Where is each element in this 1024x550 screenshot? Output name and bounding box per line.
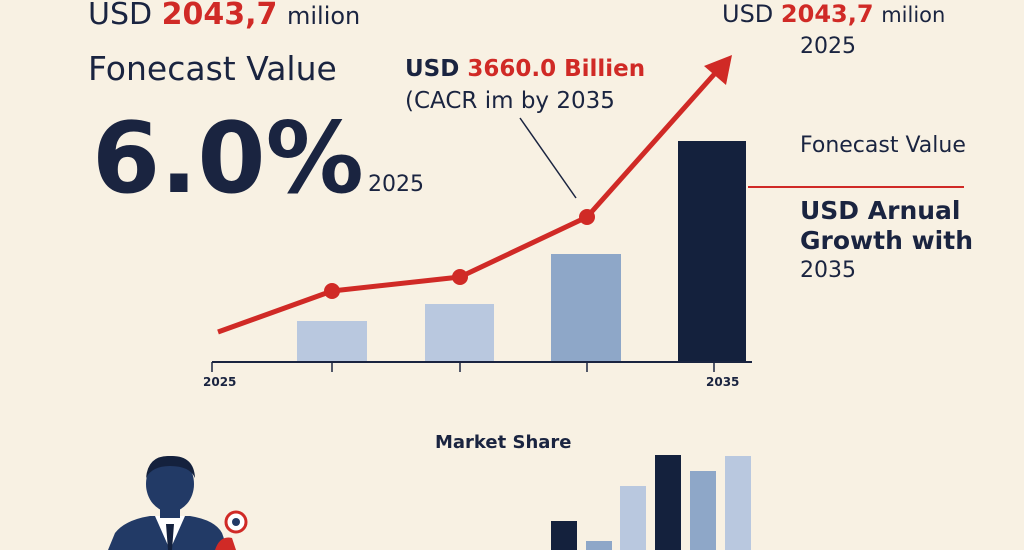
person-illustration bbox=[108, 455, 248, 550]
trend-point bbox=[324, 283, 340, 299]
share-bar bbox=[725, 456, 751, 550]
bar bbox=[678, 141, 746, 362]
share-bar bbox=[655, 455, 681, 550]
axis-start: 2025 bbox=[203, 375, 236, 389]
headline-prefix: USD bbox=[88, 0, 152, 32]
share-bar bbox=[551, 521, 577, 550]
headline: USD 2043,7 milion bbox=[88, 0, 360, 32]
headline-amount: 2043,7 bbox=[162, 0, 278, 32]
side-growth-year: 2035 bbox=[800, 258, 856, 283]
bar bbox=[551, 254, 621, 362]
share-bar bbox=[690, 471, 716, 550]
side-year: 2025 bbox=[800, 34, 856, 59]
side-headline: USD 2043,7 milion bbox=[722, 0, 945, 28]
bar bbox=[425, 304, 494, 362]
axis-end: 2035 bbox=[706, 375, 739, 389]
callout-leader bbox=[519, 117, 577, 199]
person-tie bbox=[166, 524, 174, 550]
callout-amount: 3660.0 Billien bbox=[467, 56, 645, 82]
trend-arrow bbox=[704, 55, 732, 85]
trend-point bbox=[452, 269, 468, 285]
share-bar bbox=[586, 541, 612, 550]
callout-note: (CACR im by 2035 bbox=[405, 88, 615, 114]
person-hair bbox=[146, 455, 195, 478]
target-center bbox=[232, 518, 240, 526]
headline-label: Fonecast Value bbox=[88, 49, 337, 88]
axis-ticks bbox=[211, 362, 715, 372]
side-growth-line: Growth with bbox=[800, 226, 973, 255]
person-head bbox=[146, 456, 194, 512]
callout-prefix: USD bbox=[405, 56, 459, 82]
bar bbox=[297, 321, 367, 362]
side-unit: milion bbox=[881, 3, 945, 27]
market-share-title: Market Share bbox=[435, 432, 572, 453]
rate-year: 2025 bbox=[368, 172, 424, 197]
side-amount: 2043,7 bbox=[781, 0, 874, 28]
headline-unit: milion bbox=[287, 2, 360, 30]
callout: USD 3660.0 Billien bbox=[405, 56, 645, 82]
trend-point bbox=[579, 209, 595, 225]
rate: 6.0% bbox=[92, 102, 364, 216]
person-hand bbox=[215, 537, 236, 550]
side-growth-line: USD Arnual bbox=[800, 196, 960, 225]
side-label: Fonecast Value bbox=[800, 133, 966, 158]
side-prefix: USD bbox=[722, 0, 773, 28]
share-bar bbox=[620, 486, 646, 550]
